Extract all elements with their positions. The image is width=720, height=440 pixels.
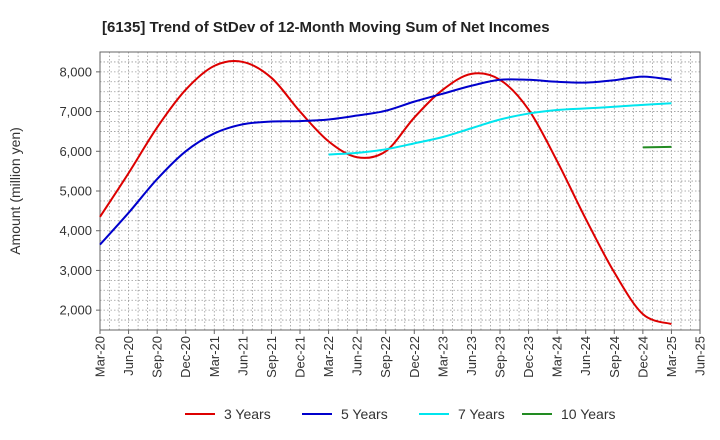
y-axis: 2,000 3,000 4,000 5,000 6,000 7,000 8,000 <box>59 64 100 318</box>
x-tick-label: Mar-22 <box>321 336 336 377</box>
chart-title: [6135] Trend of StDev of 12-Month Moving… <box>102 19 550 36</box>
x-tick-label: Jun-23 <box>464 336 479 376</box>
legend-label: 10 Years <box>561 406 616 422</box>
y-tick-label: 8,000 <box>59 64 92 79</box>
x-tick-label: Sep-23 <box>493 336 508 378</box>
y-axis-title: Amount (million yen) <box>7 127 23 255</box>
plot-area <box>99 51 701 331</box>
legend-label: 5 Years <box>341 406 388 422</box>
y-tick-label: 6,000 <box>59 144 92 159</box>
x-tick-label: Jun-24 <box>578 336 593 376</box>
series-line-3-years <box>99 60 672 326</box>
x-tick-label: Jun-21 <box>235 336 250 376</box>
x-tick-label: Dec-21 <box>293 336 308 378</box>
x-tick-label: Sep-20 <box>150 336 165 378</box>
x-tick-label: Dec-20 <box>178 336 193 378</box>
series-lines <box>99 60 672 326</box>
x-tick-label: Mar-20 <box>93 336 108 377</box>
x-tick-label: Sep-24 <box>607 336 622 378</box>
grid-lines <box>99 51 701 330</box>
y-tick-label: 4,000 <box>59 223 92 238</box>
y-tick-label: 3,000 <box>59 263 92 278</box>
x-tick-label: Mar-21 <box>207 336 222 377</box>
x-axis: Mar-20 Jun-20 Sep-20 Dec-20 Mar-21 Jun-21 Sep-… <box>93 330 708 378</box>
x-tick-label: Mar-23 <box>435 336 450 377</box>
x-tick-label: Mar-25 <box>664 336 679 377</box>
legend: 3 Years 5 Years 7 Years 10 Years <box>185 406 616 422</box>
series-line-7-years <box>328 102 672 156</box>
x-tick-label: Jun-25 <box>693 336 708 376</box>
x-tick-label: Jun-20 <box>121 336 136 376</box>
x-tick-label: Sep-22 <box>378 336 393 378</box>
x-tick-label: Dec-22 <box>407 336 422 378</box>
x-tick-label: Jun-22 <box>350 336 365 376</box>
x-tick-label: Sep-21 <box>264 336 279 378</box>
legend-label: 7 Years <box>458 406 505 422</box>
x-tick-label: Dec-24 <box>635 336 650 378</box>
series-line-5-years <box>99 75 672 246</box>
x-tick-label: Mar-24 <box>550 336 565 377</box>
y-tick-label: 7,000 <box>59 104 92 119</box>
y-tick-label: 5,000 <box>59 184 92 199</box>
x-tick-label: Dec-23 <box>521 336 536 378</box>
legend-label: 3 Years <box>224 406 271 422</box>
y-tick-label: 2,000 <box>59 303 92 318</box>
